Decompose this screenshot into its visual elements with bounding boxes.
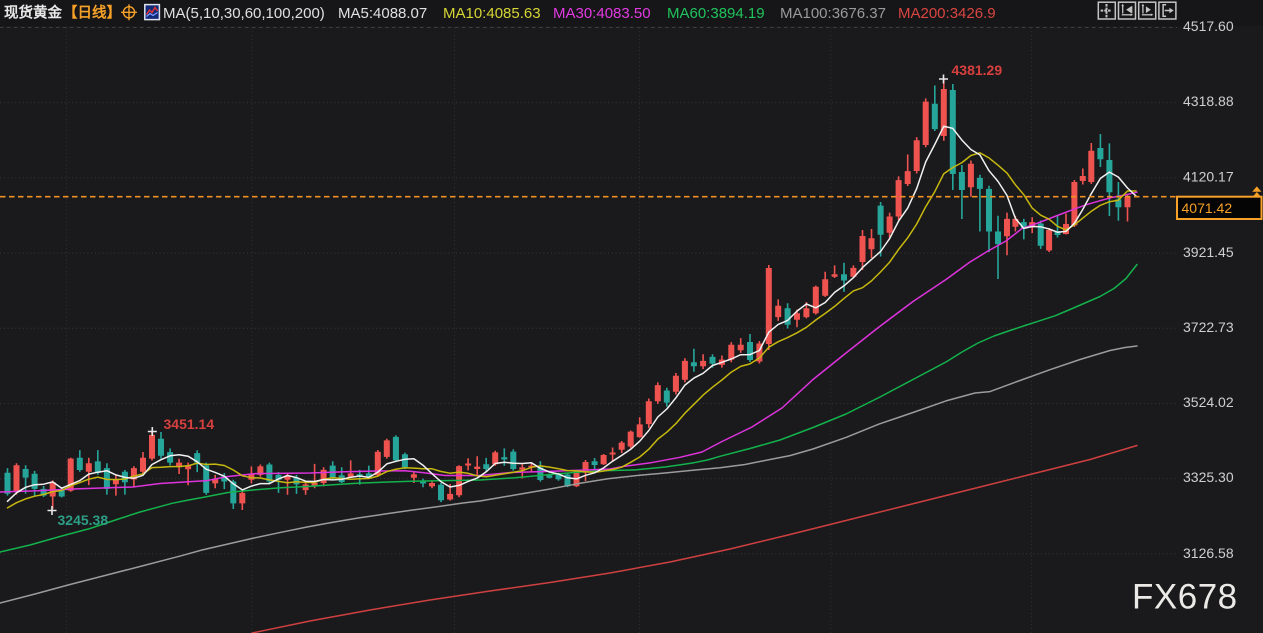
svg-text:【日线】: 【日线】 [63,4,121,22]
svg-text:MA100:3676.37: MA100:3676.37 [780,5,886,22]
svg-text:4120.17: 4120.17 [1183,169,1234,185]
svg-text:MA(5,10,30,60,100,200): MA(5,10,30,60,100,200) [163,5,325,22]
svg-text:MA60:3894.19: MA60:3894.19 [667,5,765,22]
svg-text:MA5:4088.07: MA5:4088.07 [338,5,427,22]
svg-text:MA30:4083.50: MA30:4083.50 [553,5,651,22]
svg-text:现货黄金: 现货黄金 [4,4,62,22]
svg-text:3722.73: 3722.73 [1183,319,1234,335]
svg-text:4517.60: 4517.60 [1183,18,1234,34]
svg-text:3524.02: 3524.02 [1183,394,1234,410]
svg-text:FX678: FX678 [1132,578,1238,617]
svg-text:MA10:4085.63: MA10:4085.63 [443,5,541,22]
svg-text:4071.42: 4071.42 [1182,200,1233,216]
svg-text:3921.45: 3921.45 [1183,244,1234,260]
svg-text:3325.30: 3325.30 [1183,469,1234,485]
svg-text:3126.58: 3126.58 [1183,545,1234,561]
svg-text:3451.14: 3451.14 [164,416,215,432]
svg-text:4381.29: 4381.29 [952,62,1003,78]
svg-text:MA200:3426.9: MA200:3426.9 [898,5,996,22]
svg-text:3245.38: 3245.38 [58,512,109,528]
svg-text:4318.88: 4318.88 [1183,93,1234,109]
